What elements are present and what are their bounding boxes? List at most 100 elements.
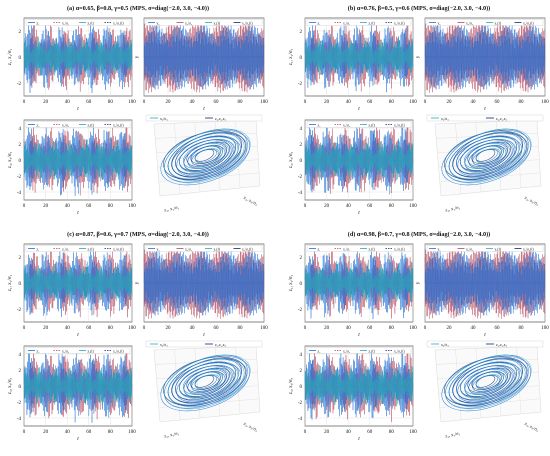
x-tick-label: 0 bbox=[424, 326, 427, 331]
legend: y₂ x₂/σ₂ y₂(t) x₂/σ₂(t) bbox=[145, 19, 263, 26]
legend-entry: z₁ bbox=[37, 247, 40, 251]
x-axis-label: t bbox=[77, 106, 79, 112]
x-tick-label: 40 bbox=[65, 100, 71, 105]
x-tick-label: 0 bbox=[23, 326, 26, 331]
legend-entry: x₃/σ₃ bbox=[62, 123, 70, 127]
x-tick-label: 60 bbox=[367, 326, 373, 331]
legend-box bbox=[306, 347, 412, 354]
legend-entry: z₁,z₂,z₃ bbox=[215, 117, 227, 122]
legend-box bbox=[306, 19, 412, 26]
series-line bbox=[23, 36, 133, 77]
y-tick-label: 0 bbox=[19, 56, 22, 61]
y-tick-label: -2 bbox=[298, 82, 303, 87]
series-line bbox=[304, 139, 414, 181]
legend: z₁ x₁/σ₁ z₁(t) x₁/σ₁(t) bbox=[306, 245, 412, 252]
timeseries-2: 0 20 40 60 80 100 t y y₂ x₂/σ₂ y₂(t) x₂/σ₂(t) bbox=[416, 17, 549, 112]
grid-line bbox=[157, 385, 259, 394]
x-tick-label: 0 bbox=[304, 430, 307, 435]
legend-entry: x₃/σ₃(t) bbox=[113, 123, 124, 127]
panel-c: (c) α=0.87, β=0.6, γ=0.7 (MPS, σ=diag(−2… bbox=[8, 231, 268, 442]
x-tick-label: 0 bbox=[143, 326, 146, 331]
timeseries-2: 0 20 40 60 80 100 t y y₂ x₂/σ₂ y₂(t) x₂/σ₂(t) bbox=[416, 243, 549, 338]
grid-line bbox=[439, 172, 541, 182]
y-tick-label: -2 bbox=[298, 308, 303, 313]
x-tick-label: 40 bbox=[346, 430, 352, 435]
legend-entry: x₃/σ₃ bbox=[160, 343, 168, 347]
x-tick-label: 80 bbox=[238, 100, 244, 105]
y-tick-label: -2 bbox=[17, 82, 22, 87]
legend-entry: x₂/σ₂ bbox=[185, 247, 193, 251]
grid-line bbox=[438, 385, 540, 394]
legend-box bbox=[145, 245, 263, 252]
x-tick-label: 0 bbox=[23, 100, 26, 105]
legend-entry: x₁/σ₁(t) bbox=[394, 21, 405, 25]
x-tick-label: 20 bbox=[166, 100, 172, 105]
x-tick-label: 20 bbox=[43, 100, 49, 105]
legend-entry: x₂/σ₂ bbox=[466, 247, 474, 251]
legend-entry: x₃/σ₃ bbox=[62, 349, 70, 353]
legend-box bbox=[145, 340, 263, 348]
legend-entry: z₁(t) bbox=[369, 247, 376, 251]
y-tick-label: 0 bbox=[300, 159, 303, 164]
grid-line bbox=[436, 359, 538, 365]
legend-entry: x₁/σ₁(t) bbox=[394, 247, 405, 251]
legend-entry: y₂ bbox=[157, 247, 161, 251]
grid-line bbox=[158, 398, 260, 408]
x-tick-label: 60 bbox=[367, 204, 373, 209]
y-tick-label: 0 bbox=[19, 159, 22, 164]
x-tick-label: 100 bbox=[541, 326, 549, 331]
y-tick-label: 4 bbox=[19, 353, 22, 358]
x-tick-label: 20 bbox=[43, 326, 49, 331]
grid-line bbox=[439, 398, 541, 408]
grid-line bbox=[436, 133, 538, 139]
y-tick-label: 4 bbox=[19, 127, 22, 132]
x-tick-label: 100 bbox=[128, 100, 136, 105]
x-axis-label: t bbox=[203, 332, 205, 338]
grid-line bbox=[158, 172, 260, 182]
legend: x₃/σ₃ z₁,z₂,z₃ bbox=[426, 114, 544, 122]
legend-entry: z₁(t) bbox=[88, 21, 95, 25]
legend: x₃/σ₃ z₁,z₂,z₃ bbox=[426, 340, 544, 348]
legend: z₃ x₃/σ₃ z₃(t) x₃/σ₃(t) bbox=[306, 121, 412, 128]
legend-entry: x₁/σ₁ bbox=[343, 247, 350, 251]
legend-entry: y₂(t) bbox=[495, 21, 502, 25]
y-tick-label: -2 bbox=[17, 175, 22, 180]
x-tick-label: 60 bbox=[86, 326, 92, 331]
y-tick-label: 2 bbox=[300, 369, 303, 374]
series-line bbox=[143, 250, 265, 316]
legend-entry: x₃/σ₃ bbox=[160, 117, 168, 121]
y-tick-label: 2 bbox=[19, 143, 22, 148]
legend-entry: x₂/σ₂ bbox=[185, 21, 193, 25]
x-tick-label: 100 bbox=[409, 100, 417, 105]
x-tick-label: 40 bbox=[65, 326, 71, 331]
x-tick-label: 60 bbox=[86, 100, 92, 105]
series-line bbox=[23, 126, 133, 196]
legend-entry: z₃(t) bbox=[88, 349, 95, 353]
panel-title: (d) α=0.98, β=0.7, γ=0.8 (MPS, σ=diag(−2… bbox=[348, 231, 490, 238]
legend-entry: x₁/σ₁ bbox=[343, 21, 350, 25]
phase-portrait-3d: z₁, x₁/σ₁ z₃, x₃/σ₃ x₃/σ₃ z₁,z₂,z₃ bbox=[426, 114, 544, 214]
x-tick-label: 0 bbox=[23, 204, 26, 209]
x-tick-label: 100 bbox=[128, 326, 136, 331]
y-axis-label: z₃, x₃/σ₃ bbox=[289, 151, 294, 168]
y-axis-label: z₃, x₃/σ₃ bbox=[8, 377, 13, 394]
x-tick-label: 100 bbox=[128, 430, 136, 435]
legend-entry: y₂ bbox=[157, 21, 161, 25]
series-line bbox=[424, 24, 546, 90]
phase-axis-label: z₃, x₃/σ₃ bbox=[242, 421, 259, 434]
legend-box bbox=[145, 19, 263, 26]
series-line bbox=[23, 366, 133, 407]
legend-entry: x₂/σ₂(t) bbox=[523, 21, 534, 25]
y-tick-label: 4 bbox=[300, 353, 303, 358]
series-line bbox=[304, 262, 414, 304]
legend-box bbox=[25, 121, 131, 128]
x-tick-label: 60 bbox=[367, 100, 373, 105]
panel-title: (a) α=0.65, β=0.8, γ=0.5 (MPS, σ=diag(−2… bbox=[67, 5, 209, 12]
y-tick-label: 0 bbox=[300, 282, 303, 287]
y-tick-label: -4 bbox=[298, 417, 303, 422]
y-tick-label: 0 bbox=[300, 385, 303, 390]
series-line bbox=[23, 263, 133, 303]
